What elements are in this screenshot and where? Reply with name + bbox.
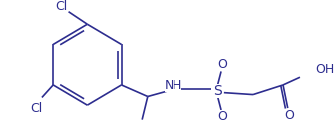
Text: S: S — [213, 84, 222, 98]
Text: O: O — [217, 110, 227, 123]
Text: O: O — [217, 58, 227, 71]
Text: O: O — [285, 109, 295, 122]
Text: OH: OH — [315, 63, 334, 76]
Text: Cl: Cl — [55, 0, 67, 13]
Text: H: H — [171, 79, 181, 92]
Text: N: N — [165, 79, 174, 92]
Text: Cl: Cl — [30, 102, 42, 115]
